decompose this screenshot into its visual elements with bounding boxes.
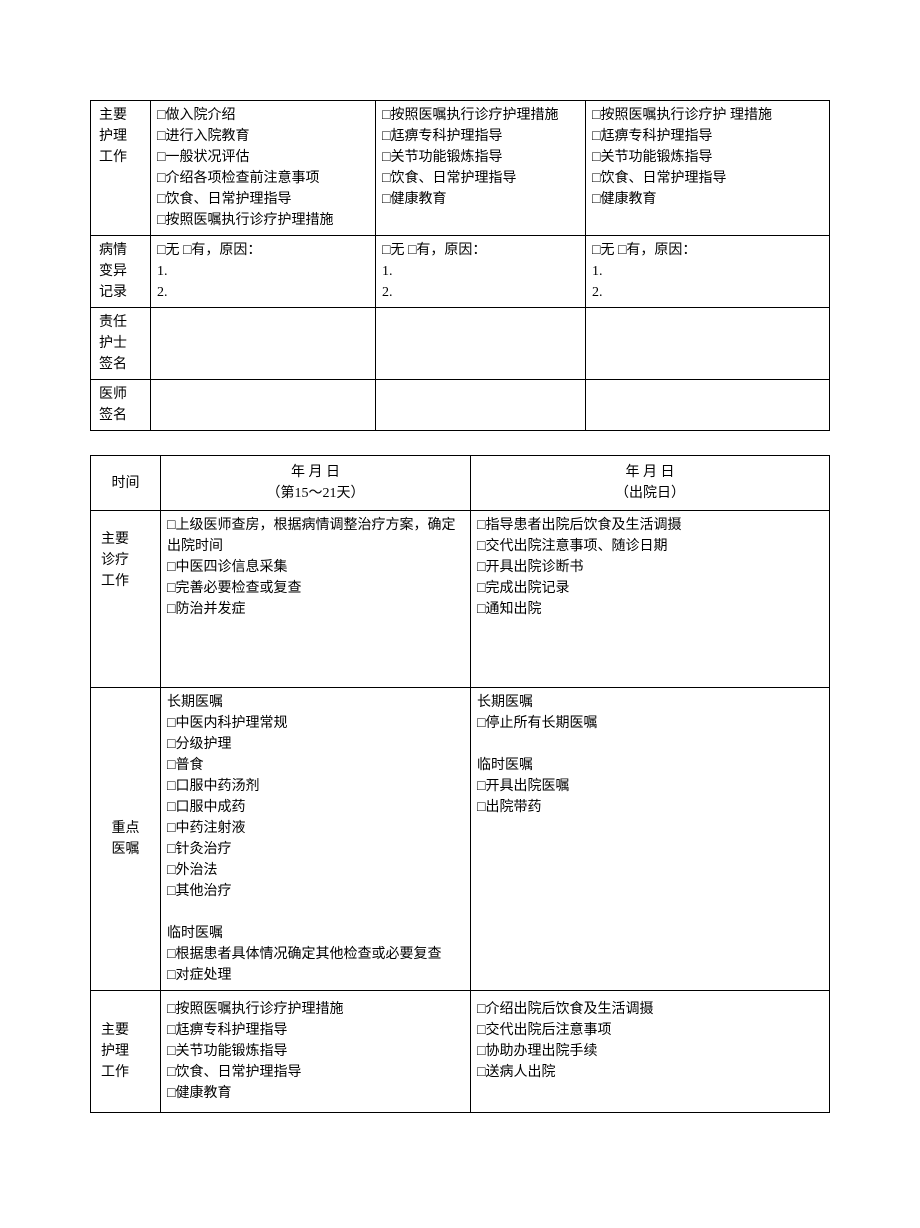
- variation-label: 病情 变异 记录: [91, 236, 151, 308]
- nurse-sign-c3: [586, 308, 830, 380]
- key-orders-row: 重点 医嘱 长期医嘱 □中医内科护理常规 □分级护理 □普食 □口服中药汤剂 □…: [91, 688, 830, 991]
- key-orders-label: 重点 医嘱: [91, 688, 161, 991]
- nursing2-c2: □介绍出院后饮食及生活调摄 □交代出院后注意事项 □协助办理出院手续 □送病人出…: [471, 991, 830, 1113]
- variation-c2: □无 □有，原因： 1. 2.: [376, 236, 586, 308]
- nurse-sign-label: 责任 护士 签名: [91, 308, 151, 380]
- header-c1: 年 月 日 （第15～21天）: [161, 456, 471, 511]
- nursing-label: 主要 护理 工作: [91, 101, 151, 236]
- nurse-sign-c1: [151, 308, 376, 380]
- nursing2-label: 主要 护理 工作: [91, 991, 161, 1113]
- main-work-row: 主要 诊疗 工作 □上级医师查房，根据病情调整治疗方案，确定出院时间 □中医四诊…: [91, 511, 830, 688]
- clinical-path-table-1: 主要 护理 工作 □做入院介绍 □进行入院教育 □一般状况评估 □介绍各项检查前…: [90, 100, 830, 431]
- variation-row: 病情 变异 记录 □无 □有，原因： 1. 2. □无 □有，原因： 1. 2.…: [91, 236, 830, 308]
- nursing-c1: □做入院介绍 □进行入院教育 □一般状况评估 □介绍各项检查前注意事项 □饮食、…: [151, 101, 376, 236]
- key-orders-c2: 长期医嘱 □停止所有长期医嘱 临时医嘱 □开具出院医嘱 □出院带药: [471, 688, 830, 991]
- main-work-c1: □上级医师查房，根据病情调整治疗方案，确定出院时间 □中医四诊信息采集 □完善必…: [161, 511, 471, 688]
- doctor-sign-label: 医师 签名: [91, 380, 151, 431]
- variation-c1: □无 □有，原因： 1. 2.: [151, 236, 376, 308]
- key-orders-c1: 长期医嘱 □中医内科护理常规 □分级护理 □普食 □口服中药汤剂 □口服中成药 …: [161, 688, 471, 991]
- doctor-sign-row: 医师 签名: [91, 380, 830, 431]
- nursing-c2: □按照医嘱执行诊疗护理措施 □尪痹专科护理指导 □关节功能锻炼指导 □饮食、日常…: [376, 101, 586, 236]
- nursing2-c1: □按照医嘱执行诊疗护理措施 □尪痹专科护理指导 □关节功能锻炼指导 □饮食、日常…: [161, 991, 471, 1113]
- header-row: 时间 年 月 日 （第15～21天） 年 月 日 （出院日）: [91, 456, 830, 511]
- variation-c3: □无 □有，原因： 1. 2.: [586, 236, 830, 308]
- nurse-sign-c2: [376, 308, 586, 380]
- clinical-path-table-2: 时间 年 月 日 （第15～21天） 年 月 日 （出院日） 主要 诊疗 工作 …: [90, 455, 830, 1113]
- header-c2: 年 月 日 （出院日）: [471, 456, 830, 511]
- table-gap: [90, 431, 830, 455]
- nursing-work-row: 主要 护理 工作 □做入院介绍 □进行入院教育 □一般状况评估 □介绍各项检查前…: [91, 101, 830, 236]
- nursing-c3: □按照医嘱执行诊疗护 理措施 □尪痹专科护理指导 □关节功能锻炼指导 □饮食、日…: [586, 101, 830, 236]
- doctor-sign-c3: [586, 380, 830, 431]
- main-work-c2: □指导患者出院后饮食及生活调摄 □交代出院注意事项、随诊日期 □开具出院诊断书 …: [471, 511, 830, 688]
- doctor-sign-c1: [151, 380, 376, 431]
- nursing2-row: 主要 护理 工作 □按照医嘱执行诊疗护理措施 □尪痹专科护理指导 □关节功能锻炼…: [91, 991, 830, 1113]
- time-label: 时间: [91, 456, 161, 511]
- doctor-sign-c2: [376, 380, 586, 431]
- nurse-sign-row: 责任 护士 签名: [91, 308, 830, 380]
- main-work-label: 主要 诊疗 工作: [91, 511, 161, 688]
